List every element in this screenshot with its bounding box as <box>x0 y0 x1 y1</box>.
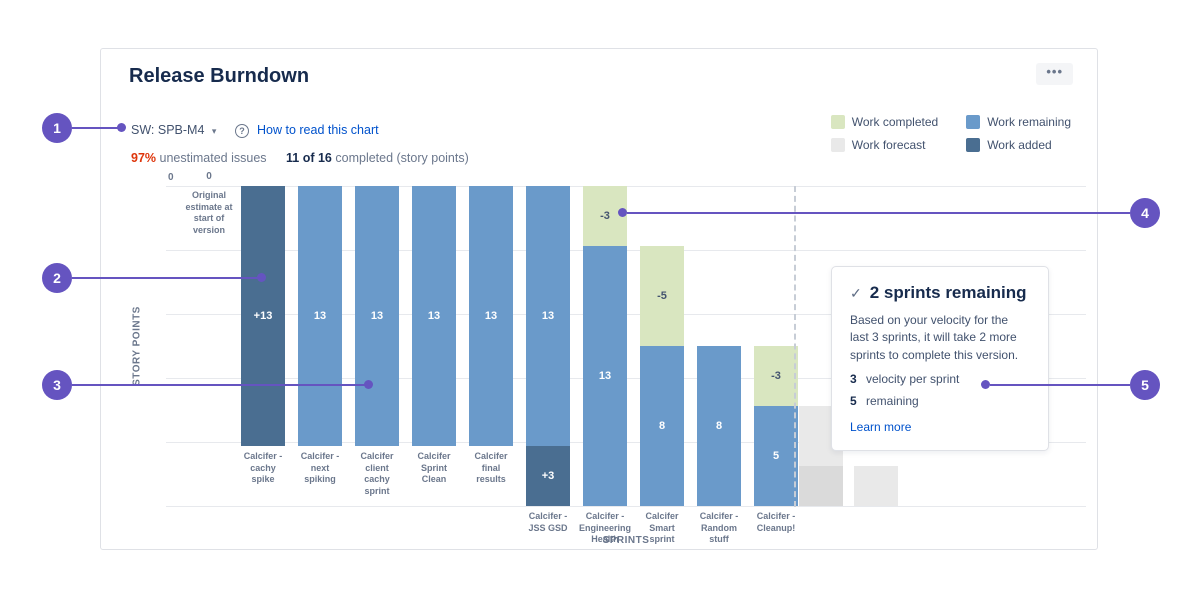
page-title: Release Burndown <box>129 65 310 87</box>
release-burndown-card: Release Burndown ••• SW: SPB-M4 ▾ ? How … <box>100 48 1098 550</box>
more-icon: ••• <box>1046 64 1063 79</box>
bar-segment-forecast_dark <box>799 466 843 506</box>
callout-2: 2 <box>42 263 72 293</box>
bar-segment-remaining: 13 <box>412 186 456 446</box>
bar-segment-remaining: 5 <box>754 406 798 506</box>
sprint-label: Calcifer Smart sprint <box>645 511 679 545</box>
callout-number: 1 <box>53 120 61 136</box>
legend-label: Work completed <box>851 115 939 129</box>
legend-item-work-completed: Work completed <box>830 115 939 129</box>
bar-segment-remaining: 13 <box>469 186 513 446</box>
legend-swatch <box>966 138 981 152</box>
bar-segment-remaining: 13 <box>298 186 342 446</box>
sprints-remaining-panel: ✓ 2 sprints remaining Based on your velo… <box>831 266 1049 452</box>
bars-layer: +13 Calcifer - cachy spike 13 Calcifer - ne… <box>166 186 1086 544</box>
completed-label: completed (story points) <box>335 151 469 165</box>
panel-description: Based on your velocity for the last 3 sp… <box>850 313 1019 362</box>
chart-legend: Work completed Work remaining Work forec… <box>830 115 1071 152</box>
bar-segment-completed: -3 <box>754 346 798 406</box>
bar-segment-completed: -5 <box>640 246 684 346</box>
legend-label: Work added <box>987 138 1052 152</box>
check-icon: ✓ <box>850 284 862 301</box>
velocity-row: 3 velocity per sprint <box>850 372 1030 386</box>
callout-number: 2 <box>53 270 61 286</box>
stats-row: 97% unestimated issues 11 of 16 complete… <box>131 151 469 165</box>
callout-line-3 <box>72 384 365 386</box>
callout-3: 3 <box>42 370 72 400</box>
x-axis-label: SPRINTS <box>602 535 650 546</box>
legend-swatch <box>830 115 845 129</box>
legend-item-work-remaining: Work remaining <box>966 115 1071 129</box>
chevron-down-icon: ▾ <box>211 126 217 136</box>
sprint-label: Calcifer - JSS GSD <box>528 511 568 533</box>
unestimated-label: unestimated issues <box>159 151 267 165</box>
callout-line-2 <box>72 277 258 279</box>
sprint-label: Calcifer - cachy spike <box>243 451 283 485</box>
bar-segment-remaining: 13 <box>355 186 399 446</box>
bar-segment-remaining: 8 <box>697 346 741 506</box>
sprint-label: Calcifer - Random stuff <box>699 511 739 545</box>
bar-segment-added: +13 <box>241 186 285 446</box>
board-selector[interactable]: SW: SPB-M4 ▾ <box>131 123 216 137</box>
how-to-read-link[interactable]: How to read this chart <box>257 123 379 137</box>
sprint-label: Calcifer - Engineering Health <box>578 511 631 545</box>
bar-segment-forecast <box>854 466 898 506</box>
callout-line-4 <box>627 212 1130 214</box>
legend-swatch <box>966 115 981 129</box>
y-axis-label: STORY POINTS <box>131 306 143 386</box>
legend-swatch <box>830 138 845 152</box>
callout-dot-3 <box>364 380 373 389</box>
callout-number: 4 <box>1141 205 1149 221</box>
remaining-row: 5 remaining <box>850 394 1030 408</box>
bar-segment-added: +3 <box>526 446 570 506</box>
legend-item-work-forecast: Work forecast <box>830 138 938 152</box>
sprint-label: Calcifer - next spiking <box>300 451 340 485</box>
callout-dot-2 <box>257 273 266 282</box>
help-icon[interactable]: ? <box>235 124 249 138</box>
completed-count: 11 of 16 <box>286 151 332 165</box>
sprint-label: Calcifer final results <box>474 451 508 485</box>
remaining-label: remaining <box>866 394 919 409</box>
callout-4: 4 <box>1130 198 1160 228</box>
legend-item-work-added: Work added <box>966 138 1071 152</box>
today-marker-line <box>794 186 796 507</box>
bar-segment-remaining: 8 <box>640 346 684 506</box>
panel-title: 2 sprints remaining <box>869 283 1027 302</box>
sprint-label: Calcifer - Cleanup! <box>756 511 796 533</box>
sprint-label: Calcifer client cachy sprint <box>360 451 394 497</box>
remaining-value: 5 <box>850 394 857 409</box>
bar-segment-remaining: 13 <box>583 246 627 506</box>
legend-label: Work remaining <box>987 115 1071 129</box>
unestimated-percentage: 97% <box>131 151 157 165</box>
callout-5: 5 <box>1130 370 1160 400</box>
callout-line-1 <box>72 127 118 129</box>
callout-1: 1 <box>42 113 72 143</box>
sprint-label: Calcifer Sprint Clean <box>417 451 451 485</box>
callout-dot-4 <box>618 208 627 217</box>
more-menu-button[interactable]: ••• <box>1036 63 1073 85</box>
learn-more-link[interactable]: Learn more <box>850 420 912 435</box>
velocity-value: 3 <box>850 372 857 387</box>
callout-number: 5 <box>1141 377 1149 393</box>
origin-column-label: Original estimate at start of version <box>185 190 233 236</box>
velocity-label: velocity per sprint <box>866 372 960 387</box>
callout-number: 3 <box>53 377 61 393</box>
y-axis-zero-tick: 0 <box>168 172 174 183</box>
bar-segment-remaining: 13 <box>526 186 570 446</box>
callout-dot-5 <box>981 380 990 389</box>
board-selector-label: SW: SPB-M4 <box>131 123 205 137</box>
origin-column-value: 0 <box>206 171 212 182</box>
legend-label: Work forecast <box>851 138 926 152</box>
callout-line-5 <box>990 384 1130 386</box>
callout-dot-1 <box>117 123 126 132</box>
